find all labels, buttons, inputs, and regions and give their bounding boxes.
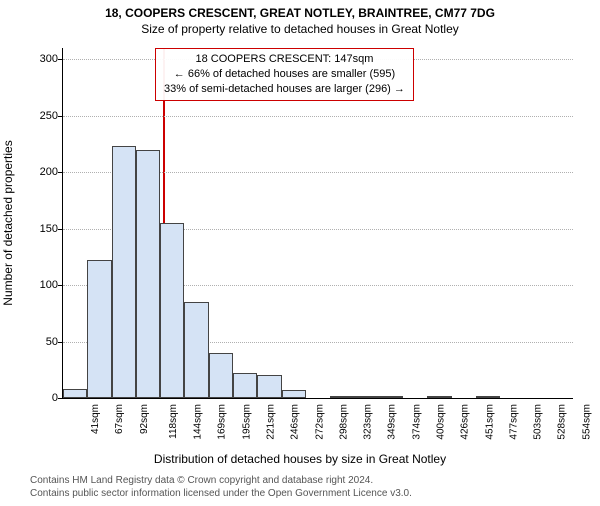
histogram-bar	[330, 396, 354, 398]
histogram-bar	[282, 390, 306, 398]
gridline	[63, 116, 573, 117]
annotation-callout: 18 COOPERS CRESCENT: 147sqm ← 66% of det…	[155, 48, 414, 101]
x-tick-label: 272sqm	[314, 404, 325, 440]
y-tick-label: 100	[28, 279, 58, 291]
y-tick-mark	[58, 172, 62, 173]
y-tick-mark	[58, 285, 62, 286]
x-tick-label: 528sqm	[557, 404, 568, 440]
data-attribution: Contains HM Land Registry data © Crown c…	[30, 474, 412, 500]
x-tick-label: 41sqm	[90, 404, 101, 434]
x-tick-label: 426sqm	[460, 404, 471, 440]
x-tick-label: 221sqm	[266, 404, 277, 440]
y-axis-label: Number of detached properties	[1, 140, 15, 305]
histogram-bar	[257, 375, 281, 398]
x-tick-label: 374sqm	[411, 404, 422, 440]
y-tick-label: 150	[28, 223, 58, 235]
histogram-bar	[379, 396, 403, 398]
chart-subtitle: Size of property relative to detached ho…	[0, 22, 600, 36]
histogram-bar	[63, 389, 87, 398]
x-tick-label: 400sqm	[436, 404, 447, 440]
y-tick-mark	[58, 398, 62, 399]
histogram-bar	[427, 396, 451, 398]
footer-line1: Contains HM Land Registry data © Crown c…	[30, 474, 412, 487]
histogram-bar	[112, 146, 136, 398]
x-tick-label: 298sqm	[338, 404, 349, 440]
x-tick-label: 554sqm	[581, 404, 592, 440]
chart-title-address: 18, COOPERS CRESCENT, GREAT NOTLEY, BRAI…	[0, 6, 600, 20]
x-tick-label: 246sqm	[290, 404, 301, 440]
y-tick-label: 50	[28, 336, 58, 348]
x-tick-label: 477sqm	[508, 404, 519, 440]
annotation-line3: 33% of semi-detached houses are larger (…	[164, 82, 405, 97]
y-tick-mark	[58, 116, 62, 117]
histogram-bar	[160, 223, 184, 398]
histogram-bar	[87, 260, 111, 398]
histogram-bar	[354, 396, 378, 398]
x-tick-label: 323sqm	[363, 404, 374, 440]
y-tick-mark	[58, 342, 62, 343]
footer-line2: Contains public sector information licen…	[30, 487, 412, 500]
y-tick-label: 250	[28, 110, 58, 122]
histogram-plot	[62, 48, 573, 399]
x-axis-label: Distribution of detached houses by size …	[0, 452, 600, 466]
x-tick-label: 144sqm	[193, 404, 204, 440]
histogram-bar	[476, 396, 500, 398]
y-tick-mark	[58, 229, 62, 230]
y-tick-label: 0	[28, 392, 58, 404]
annotation-line1: 18 COOPERS CRESCENT: 147sqm	[164, 52, 405, 67]
x-tick-label: 92sqm	[139, 404, 150, 434]
x-tick-label: 169sqm	[217, 404, 228, 440]
y-tick-label: 300	[28, 53, 58, 65]
histogram-bar	[209, 353, 233, 398]
y-tick-label: 200	[28, 166, 58, 178]
y-tick-mark	[58, 59, 62, 60]
histogram-bar	[136, 150, 160, 398]
x-tick-label: 195sqm	[241, 404, 252, 440]
x-tick-label: 451sqm	[484, 404, 495, 440]
annotation-line2: ← 66% of detached houses are smaller (59…	[164, 67, 405, 82]
histogram-bar	[184, 302, 208, 398]
x-tick-label: 67sqm	[114, 404, 125, 434]
x-tick-label: 503sqm	[533, 404, 544, 440]
histogram-bar	[233, 373, 257, 398]
x-tick-label: 349sqm	[387, 404, 398, 440]
x-tick-label: 118sqm	[168, 404, 179, 439]
